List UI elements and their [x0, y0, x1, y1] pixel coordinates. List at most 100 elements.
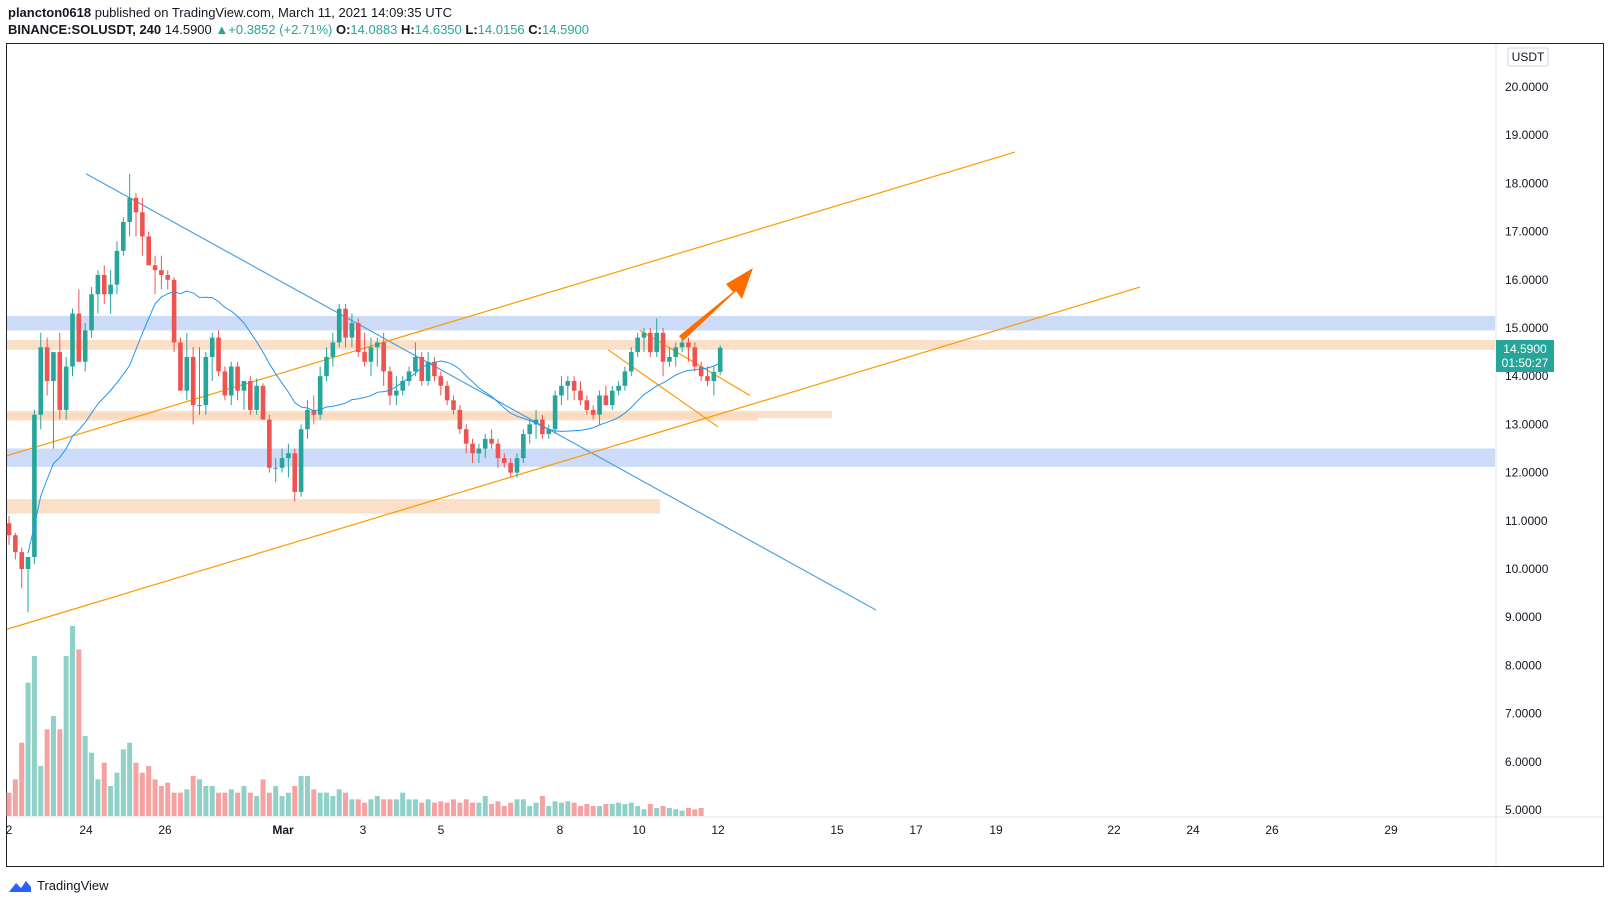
candle	[717, 345, 723, 376]
candle-body	[101, 274, 107, 295]
candle-body	[482, 438, 488, 449]
volume-bar	[635, 806, 641, 816]
volume-bar	[304, 776, 310, 816]
blue-trendline	[85, 173, 877, 611]
volume-bar	[616, 802, 622, 816]
volume-bar	[152, 779, 158, 816]
channel-line	[607, 349, 719, 428]
candle-body	[502, 458, 507, 463]
volume-bar	[457, 802, 463, 816]
up-triangle-icon: ▲	[215, 22, 229, 37]
candle	[641, 328, 647, 353]
candle	[203, 352, 209, 415]
volume-bar	[6, 792, 12, 816]
candle-body	[152, 265, 158, 271]
volume-bar	[127, 742, 133, 816]
price-tick-label: 17.0000	[1505, 225, 1549, 239]
low-value: 14.0156	[477, 22, 525, 37]
candle	[546, 424, 552, 439]
volume-bar	[539, 796, 545, 816]
candle-body	[133, 197, 139, 213]
candle	[114, 241, 120, 295]
candle-body	[546, 429, 552, 435]
volume-bar	[546, 806, 552, 816]
candle-body	[286, 453, 291, 459]
footer-brand[interactable]: TradingView	[8, 878, 109, 893]
candle	[273, 458, 278, 483]
candle-body	[463, 429, 469, 444]
volume-bar	[197, 779, 202, 816]
time-tick-label: 8	[557, 823, 564, 837]
price-tick-label: 13.0000	[1505, 417, 1549, 431]
candle	[121, 217, 126, 256]
orange-trendline	[6, 151, 1016, 457]
volume-bar	[584, 804, 590, 816]
blue-zone	[7, 448, 1495, 467]
candle-body	[63, 366, 69, 410]
price-tick-label: 8.0000	[1505, 658, 1542, 672]
candle-body	[51, 352, 56, 382]
time-tick-label: 15	[830, 823, 844, 837]
candle-body	[324, 356, 329, 377]
candle	[648, 328, 653, 357]
candle	[133, 193, 139, 237]
countdown-label: 01:50:27	[1502, 356, 1549, 370]
price-tick-label: 20.0000	[1505, 80, 1549, 94]
candle-body	[279, 458, 285, 468]
volume-bar	[222, 792, 228, 816]
candle-body	[508, 462, 513, 473]
candle	[432, 356, 437, 382]
time-tick-label: 26	[158, 823, 172, 837]
candle-body	[19, 552, 24, 569]
volume-bar	[25, 682, 31, 816]
volume-bar	[425, 799, 431, 816]
candle	[565, 376, 571, 401]
author-name[interactable]: plancton0618	[8, 5, 92, 20]
candle	[76, 289, 82, 362]
volume-bar	[381, 799, 387, 816]
time-tick-label: 22	[1107, 823, 1121, 837]
volume-bar	[70, 626, 75, 816]
candle-body	[629, 352, 634, 372]
high-value: 14.6350	[414, 22, 462, 37]
candle	[209, 332, 215, 382]
time-tick-label: 3	[360, 823, 367, 837]
volume-bar	[273, 786, 279, 816]
time-tick-label: Mar	[272, 823, 294, 837]
candle-body	[470, 443, 475, 454]
volume-bar	[622, 804, 628, 816]
candle-body	[343, 308, 348, 338]
candle	[6, 515, 12, 545]
volume-bar	[641, 809, 647, 816]
candle-body	[349, 323, 355, 338]
open-value: 14.0883	[350, 22, 398, 37]
candle-body	[533, 419, 539, 425]
candle-body	[451, 400, 456, 410]
time-axis: 2 24 26 Mar 3 5 8 10 12 15 17 19 22 24 26 29	[6, 823, 1398, 837]
candle	[698, 361, 704, 382]
candle-body	[267, 419, 272, 468]
volume-bar	[565, 801, 571, 816]
candle	[381, 332, 386, 386]
price-tick-label: 15.0000	[1505, 321, 1549, 335]
candle	[82, 323, 88, 372]
last-price: 14.5900	[164, 22, 212, 37]
currency-badge[interactable]: USDT	[1507, 47, 1549, 67]
candle	[457, 405, 463, 435]
volume-bar	[285, 792, 291, 816]
candle-body	[673, 347, 679, 357]
volume-bar	[50, 716, 56, 816]
candle	[216, 330, 221, 377]
volume-bar	[228, 789, 234, 816]
volume-bar	[279, 796, 285, 816]
candle-body	[552, 395, 558, 430]
candle	[692, 342, 698, 372]
candle	[355, 318, 361, 357]
candle	[171, 277, 177, 353]
candle	[394, 376, 399, 406]
candle-body	[400, 381, 405, 391]
candle	[521, 429, 526, 463]
volume-bar	[660, 806, 666, 816]
candle-body	[571, 381, 577, 391]
